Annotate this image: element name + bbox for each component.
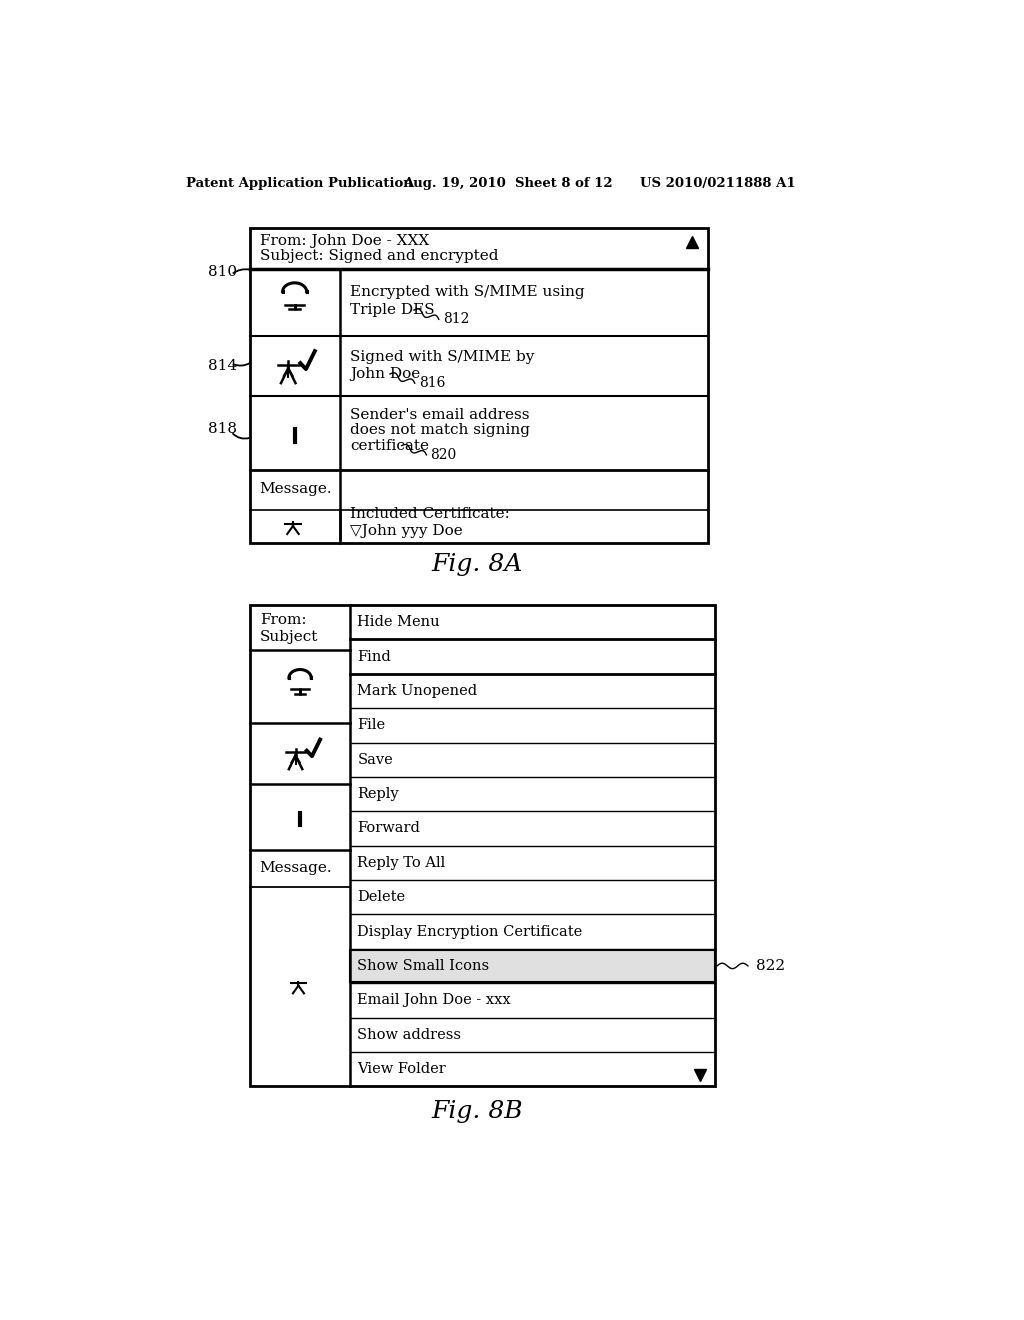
Text: 812: 812: [442, 313, 469, 326]
Text: John Doe: John Doe: [350, 367, 421, 381]
Text: 820: 820: [430, 447, 457, 462]
Text: From: John Doe - XXX: From: John Doe - XXX: [260, 234, 429, 248]
Text: 814: 814: [208, 359, 237, 374]
Text: Encrypted with S/MIME using: Encrypted with S/MIME using: [350, 285, 585, 298]
Bar: [251, 605, 716, 1086]
Circle shape: [296, 682, 304, 690]
Text: Email John Doe - xxx: Email John Doe - xxx: [357, 994, 511, 1007]
Text: Included Certificate:: Included Certificate:: [350, 507, 510, 521]
Text: Delete: Delete: [357, 890, 406, 904]
Bar: [280, 500, 322, 536]
Text: ▽John yyy Doe: ▽John yyy Doe: [350, 524, 463, 537]
Text: Mark Unopened: Mark Unopened: [357, 684, 477, 698]
Polygon shape: [284, 801, 316, 833]
Text: Subject: Signed and encrypted: Subject: Signed and encrypted: [260, 249, 499, 263]
Text: Sender's email address: Sender's email address: [350, 408, 530, 422]
Text: Fig. 8A: Fig. 8A: [431, 553, 522, 577]
Bar: [280, 968, 321, 1002]
Text: Reply To All: Reply To All: [357, 855, 445, 870]
Text: From:: From:: [260, 614, 306, 627]
Text: Message.: Message.: [260, 482, 333, 496]
Text: Aug. 19, 2010  Sheet 8 of 12: Aug. 19, 2010 Sheet 8 of 12: [403, 177, 612, 190]
Text: File: File: [357, 718, 385, 733]
Text: certificate: certificate: [350, 438, 429, 453]
Text: 816: 816: [419, 376, 445, 391]
Text: 810: 810: [208, 264, 237, 279]
Text: Show Small Icons: Show Small Icons: [357, 958, 489, 973]
Circle shape: [289, 735, 302, 750]
Text: Patent Application Publication: Patent Application Publication: [186, 177, 413, 190]
Text: 818: 818: [208, 422, 237, 437]
Bar: [350, 949, 715, 982]
Text: Forward: Forward: [357, 821, 420, 836]
Text: Fig. 8B: Fig. 8B: [431, 1100, 522, 1123]
Bar: [273, 507, 315, 543]
Text: does not match signing: does not match signing: [350, 424, 530, 437]
Circle shape: [288, 512, 298, 521]
Text: Subject: Subject: [260, 631, 318, 644]
Polygon shape: [276, 416, 312, 451]
Text: Save: Save: [357, 752, 393, 767]
Text: Show address: Show address: [357, 1028, 462, 1041]
Bar: [286, 961, 327, 995]
Text: Message.: Message.: [260, 862, 333, 875]
Circle shape: [290, 296, 299, 305]
Circle shape: [298, 826, 302, 829]
Text: Display Encryption Certificate: Display Encryption Certificate: [357, 924, 583, 939]
FancyBboxPatch shape: [275, 289, 314, 317]
Text: Find: Find: [357, 649, 391, 664]
FancyBboxPatch shape: [282, 676, 318, 701]
Text: Reply: Reply: [357, 787, 399, 801]
Bar: [283, 964, 324, 998]
Text: US 2010/0211888 A1: US 2010/0211888 A1: [640, 177, 795, 190]
Circle shape: [293, 444, 297, 446]
Circle shape: [294, 972, 303, 982]
Bar: [276, 504, 318, 539]
Circle shape: [281, 347, 296, 362]
Text: View Folder: View Folder: [357, 1063, 446, 1076]
Text: 822: 822: [756, 958, 784, 973]
Text: Hide Menu: Hide Menu: [357, 615, 440, 630]
Bar: [251, 227, 708, 544]
Text: Triple DES: Triple DES: [350, 304, 435, 317]
Text: Signed with S/MIME by: Signed with S/MIME by: [350, 350, 535, 364]
